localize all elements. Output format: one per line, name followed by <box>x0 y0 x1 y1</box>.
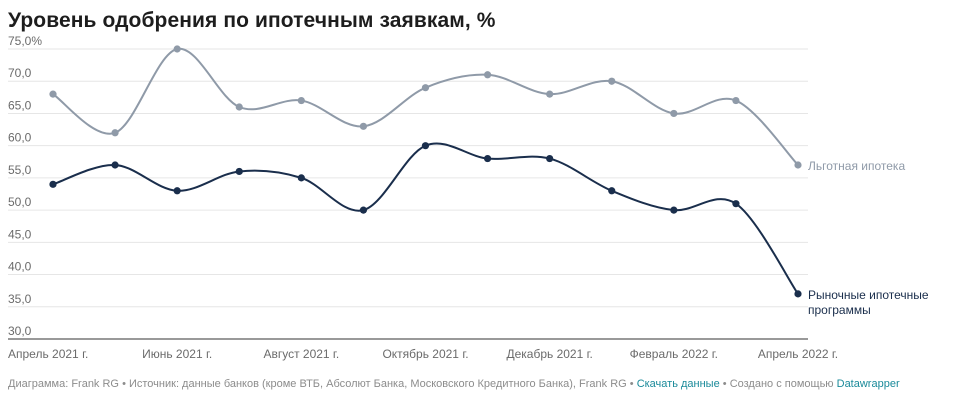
data-point <box>49 90 57 98</box>
data-point <box>483 71 492 79</box>
data-point <box>111 161 119 169</box>
x-tick-label: Апрель 2021 г. <box>8 347 88 361</box>
series-label: Льготная ипотека <box>808 159 905 173</box>
y-tick-label: 65,0 <box>8 98 32 112</box>
footer-bullet: • <box>629 378 634 390</box>
x-tick-label: Февраль 2022 г. <box>630 347 718 361</box>
data-point <box>49 180 57 188</box>
footer-created-with: Создано с помощью <box>729 378 834 390</box>
download-data-link[interactable]: Скачать данные <box>636 378 720 390</box>
y-axis: 75,0% 70,0 65,0 60,0 55,0 50,0 45,0 40,0 35,0 30,… <box>8 34 42 338</box>
y-tick-label: 45,0 <box>8 227 32 241</box>
y-tick-label: 55,0 <box>8 163 32 177</box>
data-point <box>483 154 492 163</box>
series-label: Рыночные ипотечные <box>808 288 929 302</box>
footer-diagram-credit: Диаграмма: Frank RG <box>8 378 119 390</box>
data-point <box>546 154 554 163</box>
y-tick-label: 70,0 <box>8 66 32 80</box>
data-point <box>608 77 616 85</box>
data-point <box>297 174 305 182</box>
data-point <box>794 161 802 169</box>
data-point <box>359 206 368 214</box>
data-point <box>235 103 243 111</box>
line-chart: 75,0% 70,0 65,0 60,0 55,0 50,0 45,0 40,0 35,0 30,… <box>8 34 929 361</box>
data-point <box>732 96 740 105</box>
y-tick-label: 35,0 <box>8 292 32 306</box>
y-tick-label: 75,0% <box>8 34 42 48</box>
footer: Диаграмма: Frank RG • Источник: данные б… <box>8 378 900 390</box>
x-tick-label: Июнь 2021 г. <box>142 347 212 361</box>
data-point <box>608 187 616 195</box>
data-point <box>421 142 430 150</box>
datawrapper-link[interactable]: Datawrapper <box>836 378 900 390</box>
footer-source: Источник: данные банков (кроме ВТБ, Абсо… <box>128 378 627 390</box>
series-label: программы <box>808 303 871 317</box>
data-point <box>732 200 740 208</box>
y-tick-label: 50,0 <box>8 195 32 209</box>
data-point <box>235 167 243 176</box>
data-point <box>173 45 181 53</box>
footer-bullet: • <box>722 378 727 390</box>
chart-title: Уровень одобрения по ипотечным заявкам, … <box>8 9 496 32</box>
series-labels: Льготная ипотека Рыночные ипотечныепрогра… <box>808 159 929 317</box>
data-point <box>546 90 554 98</box>
y-tick-label: 30,0 <box>8 324 32 338</box>
series-line-1 <box>52 142 799 295</box>
data-point <box>670 109 678 118</box>
x-tick-label: Апрель 2022 г. <box>758 347 838 361</box>
x-tick-label: Декабрь 2021 г. <box>506 347 592 361</box>
gridlines <box>8 48 808 340</box>
footer-bullet: • <box>122 378 126 390</box>
x-axis: Апрель 2021 г. Июнь 2021 г. Август 2021 г.… <box>8 347 838 361</box>
data-point <box>297 96 305 105</box>
data-point <box>794 290 802 298</box>
x-tick-label: Октябрь 2021 г. <box>382 347 468 361</box>
y-tick-label: 40,0 <box>8 260 32 274</box>
series-points <box>49 45 802 298</box>
y-tick-label: 60,0 <box>8 131 32 145</box>
data-point <box>173 187 181 195</box>
x-tick-label: Август 2021 г. <box>263 347 339 361</box>
data-point <box>111 129 119 137</box>
data-point <box>670 206 678 214</box>
data-point <box>421 84 430 92</box>
data-point <box>359 122 368 130</box>
